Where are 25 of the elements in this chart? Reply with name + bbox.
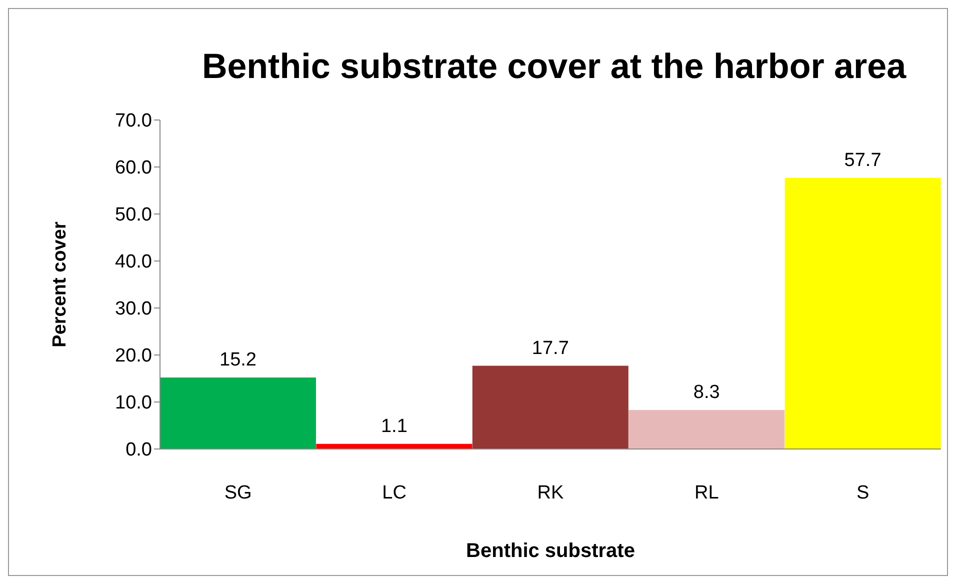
bar: [472, 366, 628, 449]
x-axis-title: Benthic substrate: [466, 540, 635, 562]
data-label: 17.7: [532, 338, 569, 359]
data-label: 1.1: [380, 416, 408, 437]
y-tick-label: 40.0: [115, 252, 152, 273]
x-tick-label: S: [856, 482, 870, 504]
data-label: 57.7: [844, 150, 882, 171]
y-tick-label: 30.0: [115, 298, 152, 320]
x-tick-label: RL: [694, 482, 719, 504]
y-tick-label: 10.0: [115, 392, 152, 414]
y-tick-label: 70.0: [115, 110, 152, 132]
data-label: 8.3: [693, 382, 720, 403]
bar: [784, 178, 941, 449]
data-label: 15.2: [220, 350, 256, 371]
x-tick-label: SG: [224, 482, 252, 504]
y-tick-label: 50.0: [115, 204, 152, 226]
chart-title: Benthic substrate cover at the harbor area: [200, 47, 908, 87]
y-tick-label: 0.0: [126, 440, 152, 461]
x-tick-label: LC: [382, 482, 406, 504]
bar: [160, 378, 316, 449]
y-tick-label: 20.0: [115, 346, 152, 367]
bar: [628, 410, 785, 449]
y-axis-title: Percent cover: [50, 221, 71, 348]
y-tick-label: 60.0: [115, 158, 152, 179]
x-tick-label: RK: [537, 482, 564, 504]
